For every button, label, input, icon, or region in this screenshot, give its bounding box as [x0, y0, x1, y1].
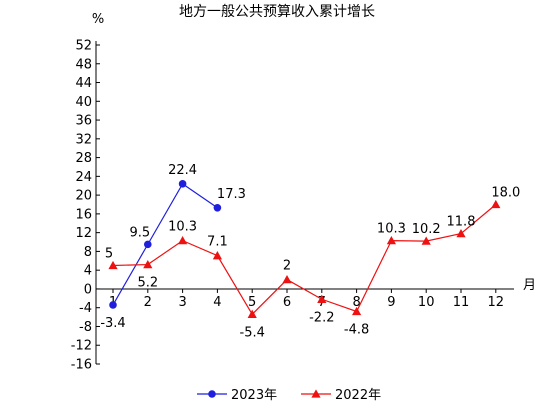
chart-title: 地方一般公共预算收入累计增长 [179, 4, 375, 20]
data-label: 10.3 [377, 222, 406, 237]
y-tick-label: 28 [75, 151, 92, 166]
data-point [247, 309, 257, 318]
y-axis-unit-label: % [92, 12, 104, 27]
data-point [282, 274, 292, 284]
y-tick-label: 52 [75, 39, 92, 54]
y-tick-label: 0 [84, 282, 92, 297]
y-tick-label: 16 [75, 207, 92, 222]
x-tick-label: 2 [144, 295, 152, 310]
x-tick-label: 6 [283, 295, 291, 310]
legend-label: 2022年 [335, 388, 381, 403]
x-tick-label: 5 [248, 295, 256, 310]
data-label: 11.8 [447, 215, 476, 230]
legend-marker [208, 390, 216, 398]
data-point [178, 180, 187, 188]
x-tick-label: 4 [213, 295, 221, 310]
data-label: 9.5 [129, 225, 150, 240]
data-point [491, 199, 501, 209]
legend-label: 2023年 [231, 388, 277, 403]
y-tick-label: 40 [75, 95, 92, 110]
data-point [212, 251, 222, 260]
data-label: 5 [105, 246, 113, 261]
data-point [178, 236, 188, 245]
data-label: -2.2 [309, 310, 334, 325]
data-label: 7.1 [207, 235, 228, 250]
legend: 2023年 2022年 [197, 388, 381, 403]
y-tick-label: 20 [75, 189, 92, 204]
x-tick-label: 12 [488, 295, 505, 310]
data-label: 2 [283, 259, 291, 274]
x-tick-label: 10 [418, 295, 435, 310]
data-label: -4.8 [344, 322, 369, 337]
data-label: -3.4 [100, 316, 125, 331]
x-tick-label: 11 [453, 295, 470, 310]
data-point [352, 306, 362, 316]
series-line-1 [112, 204, 497, 316]
y-tick-label: -8 [79, 320, 92, 335]
y-tick-label: 8 [84, 245, 92, 260]
data-label: 10.3 [168, 220, 197, 235]
x-tick-label: 3 [178, 295, 186, 310]
data-label: 22.4 [168, 163, 197, 178]
data-point [144, 240, 152, 249]
data-label: 10.2 [412, 222, 441, 237]
series-line-0 [112, 182, 218, 306]
y-tick-label: 32 [75, 132, 92, 147]
y-tick-label: -16 [71, 358, 92, 373]
y-tick-label: 12 [75, 226, 92, 241]
axes-layer: 5248444036322824201612840-4-8-12-1612345… [71, 39, 514, 373]
data-label: -5.4 [240, 325, 265, 340]
y-tick-label: -12 [71, 339, 92, 354]
data-point [143, 259, 153, 269]
x-axis-unit-label: 月 [523, 278, 536, 293]
y-tick-label: 36 [75, 114, 92, 129]
data-labels-layer: -3.4 9.5 22.4 17.3 5 5.2 10.3 7.1 -5.4 2 -2.2 -4.8 1… [100, 163, 520, 340]
x-tick-label: 9 [387, 295, 395, 310]
data-point [421, 236, 431, 245]
data-label: 17.3 [217, 187, 246, 202]
y-tick-label: 24 [75, 170, 92, 185]
data-point [386, 236, 396, 245]
y-tick-label: -4 [79, 301, 92, 316]
data-point [317, 294, 327, 303]
y-tick-label: 44 [75, 76, 92, 91]
data-point [109, 301, 117, 309]
data-point [213, 203, 222, 212]
x-tick-label: 8 [352, 295, 360, 310]
y-tick-label: 4 [84, 264, 92, 279]
data-label: 5.2 [137, 276, 158, 291]
series-layer [108, 180, 501, 318]
data-point [456, 228, 466, 238]
data-point [108, 260, 118, 270]
y-tick-label: 48 [75, 57, 92, 72]
legend-marker [311, 389, 321, 398]
data-label: 18.0 [491, 186, 520, 201]
